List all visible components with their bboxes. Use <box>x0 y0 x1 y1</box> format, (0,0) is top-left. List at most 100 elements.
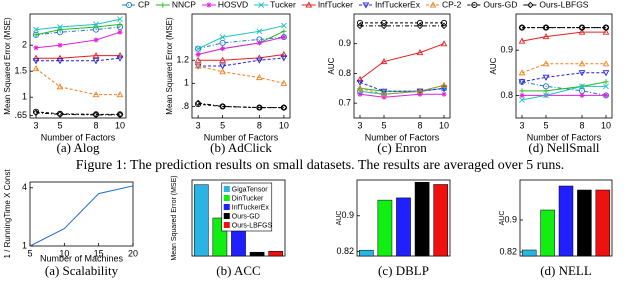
bar <box>521 249 537 257</box>
legend-marker <box>258 2 265 8</box>
legend-label: Ours-GD <box>483 0 517 9</box>
series-line <box>198 65 284 84</box>
legend-marker <box>160 2 166 8</box>
marker <box>380 90 388 97</box>
marker <box>579 83 585 90</box>
bar <box>358 249 374 257</box>
x-tick-label: 3 <box>33 120 38 130</box>
plot-frame <box>191 13 291 119</box>
y-tick-label: 0.9 <box>500 45 513 55</box>
marker <box>519 96 525 103</box>
marker <box>219 63 226 70</box>
y-tick-label: 0.82 <box>336 246 354 256</box>
bar <box>377 199 393 257</box>
series-line <box>359 84 445 95</box>
marker <box>116 55 124 62</box>
marker <box>280 50 288 57</box>
marker <box>603 83 609 90</box>
series-line <box>359 81 445 92</box>
legend-swatch <box>223 213 230 219</box>
series-line <box>36 57 121 62</box>
bar <box>396 197 411 257</box>
y-axis-label: Mean Squared Error (MSE) <box>171 175 178 260</box>
marker <box>57 24 63 30</box>
y-tick-label: 1.5 <box>14 66 27 76</box>
marker <box>92 111 100 119</box>
marker <box>116 52 124 59</box>
marker <box>93 24 99 30</box>
y-tick-label: 0.9 <box>338 38 351 48</box>
y-tick-label: 0.7 <box>338 98 351 108</box>
bar <box>193 184 209 257</box>
marker <box>380 58 388 65</box>
marker <box>380 88 388 95</box>
legend-marker <box>206 2 212 8</box>
marker <box>542 60 550 67</box>
legend-marker <box>362 2 370 9</box>
subtitle: (d) NellSmall <box>528 140 600 155</box>
y-axis-label: AUC <box>336 211 343 226</box>
legend-label: InfTucker <box>318 0 353 9</box>
bar <box>577 189 592 257</box>
marker <box>33 26 39 33</box>
legend-label: GigaTensor <box>232 186 268 193</box>
marker <box>219 39 226 46</box>
x-axis-label: Number of Factors <box>527 132 602 142</box>
legend-label: Ours-LBFGS <box>232 222 273 229</box>
marker <box>92 52 100 59</box>
x-tick-label: 8 <box>579 120 584 130</box>
x-tick-label: 8 <box>93 120 98 130</box>
y-axis-label: Mean Squared Error (MSE) <box>165 17 174 115</box>
x-tick-label: 15 <box>94 248 104 258</box>
x-tick-label: 10 <box>59 248 69 258</box>
marker <box>116 91 124 98</box>
marker <box>519 88 525 94</box>
legend-marker <box>305 1 313 8</box>
y-tick-label: 0.82 <box>499 246 517 256</box>
marker <box>542 74 550 81</box>
marker <box>280 22 287 29</box>
y-tick-label: 1.2 <box>176 55 189 65</box>
legend-label: DinTucker <box>232 195 264 202</box>
marker <box>57 42 63 48</box>
marker <box>440 85 448 92</box>
legend-swatch <box>223 222 230 228</box>
x-tick-label: 8 <box>417 120 422 130</box>
marker <box>256 57 263 64</box>
marker <box>56 83 64 90</box>
marker <box>280 55 288 62</box>
marker <box>32 65 40 72</box>
series-line <box>35 31 121 49</box>
legend-marker <box>527 1 534 9</box>
plot-frame <box>353 13 451 119</box>
marker <box>602 24 610 31</box>
marker <box>93 37 99 43</box>
series-line <box>522 81 607 92</box>
subtitle: (b) AdClick <box>210 140 272 155</box>
marker <box>380 22 388 30</box>
series-line <box>35 23 121 36</box>
subtitle: (a) Scalability <box>45 263 119 278</box>
legend-label: Ours-LBFGS <box>539 0 588 9</box>
marker <box>357 91 363 97</box>
marker <box>543 88 549 94</box>
marker <box>32 54 40 61</box>
y-tick-label: 0.9 <box>341 210 354 220</box>
bar <box>433 184 449 257</box>
marker <box>603 79 609 85</box>
x-tick-label: 10 <box>279 120 289 130</box>
legend-label: HOSVD <box>218 0 248 9</box>
legend-marker <box>471 1 478 9</box>
plot-frame <box>29 13 127 119</box>
subtitle: (a) Alog <box>57 140 100 155</box>
marker <box>518 69 526 76</box>
bar <box>595 189 611 257</box>
series-line <box>198 53 284 61</box>
series-line <box>198 36 284 55</box>
legend-box <box>221 182 273 232</box>
marker <box>441 91 447 97</box>
series-line <box>35 26 121 36</box>
x-tick-label: 5 <box>27 248 32 258</box>
y-tick-label: 1 <box>22 240 27 250</box>
marker <box>92 91 100 98</box>
